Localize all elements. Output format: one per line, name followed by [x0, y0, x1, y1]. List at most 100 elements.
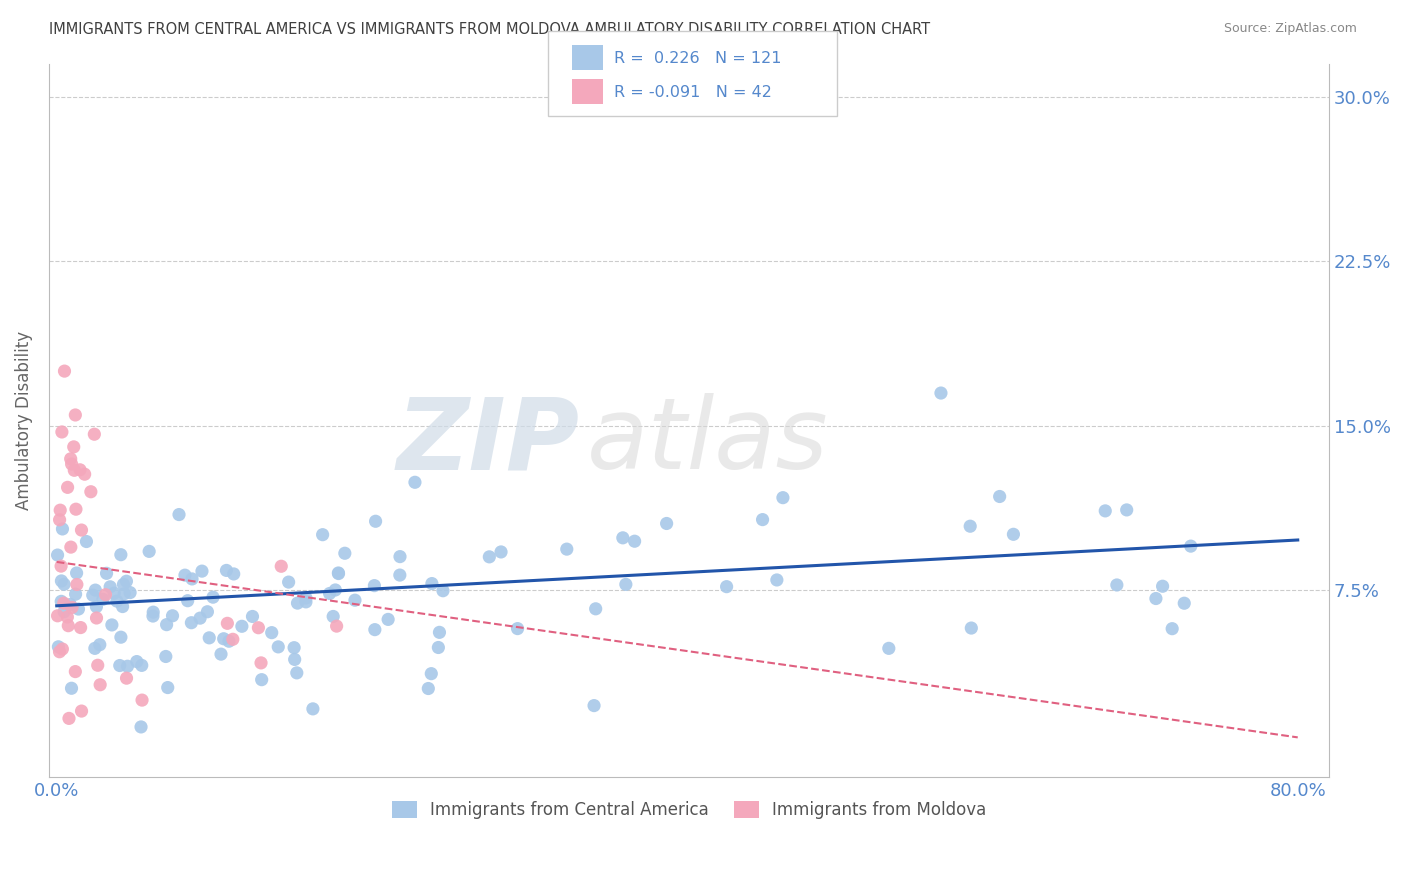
Point [98, 580, 121, 594]
Point [73, 467, 96, 482]
Point [49, 559, 72, 574]
Point [198, 631, 221, 645]
Point [89, 638, 111, 652]
Point [302, 702, 325, 716]
Point [65, 502, 87, 516]
Point [388, 568, 411, 582]
Point [287, 596, 309, 610]
Text: Source: ZipAtlas.com: Source: ZipAtlas.com [1223, 22, 1357, 36]
Point [877, 641, 900, 656]
Point [58, 711, 80, 725]
Text: IMMIGRANTS FROM CENTRAL AMERICA VS IMMIGRANTS FROM MOLDOVA AMBULATORY DISABILITY: IMMIGRANTS FROM CENTRAL AMERICA VS IMMIG… [49, 22, 931, 37]
Point [1115, 503, 1137, 517]
Point [478, 549, 501, 564]
Point [388, 549, 411, 564]
Point [1180, 539, 1202, 553]
Point [364, 623, 387, 637]
Point [328, 566, 350, 581]
Point [51, 594, 73, 608]
Point [322, 609, 344, 624]
Point [110, 630, 132, 644]
Point [129, 720, 152, 734]
Point [751, 513, 773, 527]
Point [87, 658, 110, 673]
Point [176, 593, 198, 607]
Point [328, 566, 350, 580]
Point [1144, 591, 1167, 606]
Point [222, 566, 245, 581]
Point [59, 598, 82, 612]
Point [612, 531, 634, 545]
Point [247, 621, 270, 635]
Point [108, 658, 131, 673]
Point [60, 600, 83, 615]
Point [101, 618, 124, 632]
Point [218, 634, 240, 648]
Point [988, 490, 1011, 504]
Point [52, 596, 75, 610]
Point [65, 408, 87, 422]
Point [655, 516, 678, 531]
Point [311, 527, 333, 541]
Point [83, 641, 105, 656]
Point [555, 542, 578, 557]
Point [377, 612, 399, 626]
Point [432, 583, 454, 598]
Point [56, 610, 79, 624]
Point [91, 592, 114, 607]
Point [716, 580, 738, 594]
Point [772, 491, 794, 505]
Point [420, 666, 443, 681]
Point [112, 577, 135, 591]
Point [222, 632, 245, 647]
Point [418, 681, 440, 696]
Point [51, 574, 73, 588]
Point [343, 593, 366, 607]
Point [270, 559, 292, 574]
Point [197, 605, 219, 619]
Point [1094, 504, 1116, 518]
Point [142, 605, 165, 619]
Point [65, 665, 87, 679]
Point [215, 563, 238, 577]
Point [929, 386, 952, 401]
Point [96, 566, 118, 581]
Text: ZIP: ZIP [396, 393, 581, 491]
Point [295, 591, 318, 605]
Point [167, 508, 190, 522]
Point [48, 640, 70, 654]
Point [69, 463, 91, 477]
Point [231, 619, 253, 633]
Point [49, 503, 72, 517]
Point [174, 568, 197, 582]
Point [60, 681, 83, 696]
Point [506, 622, 529, 636]
Point [364, 514, 387, 528]
Point [48, 645, 70, 659]
Point [1152, 579, 1174, 593]
Point [959, 519, 981, 533]
Point [960, 621, 983, 635]
Point [51, 522, 73, 536]
Point [112, 587, 135, 601]
Point [59, 451, 82, 466]
Y-axis label: Ambulatory Disability: Ambulatory Disability [15, 331, 32, 510]
Point [325, 582, 347, 597]
Point [65, 566, 87, 580]
Point [142, 609, 165, 624]
Point [89, 678, 111, 692]
Point [59, 540, 82, 554]
Text: R =  0.226   N = 121: R = 0.226 N = 121 [614, 51, 782, 66]
Point [267, 640, 290, 654]
Point [260, 625, 283, 640]
Point [86, 611, 108, 625]
Point [105, 594, 128, 608]
Point [115, 574, 138, 589]
Point [70, 523, 93, 537]
Point [111, 599, 134, 614]
Point [83, 427, 105, 442]
Point [333, 546, 356, 560]
Point [585, 602, 607, 616]
Point [250, 656, 273, 670]
Point [1348, 112, 1371, 126]
